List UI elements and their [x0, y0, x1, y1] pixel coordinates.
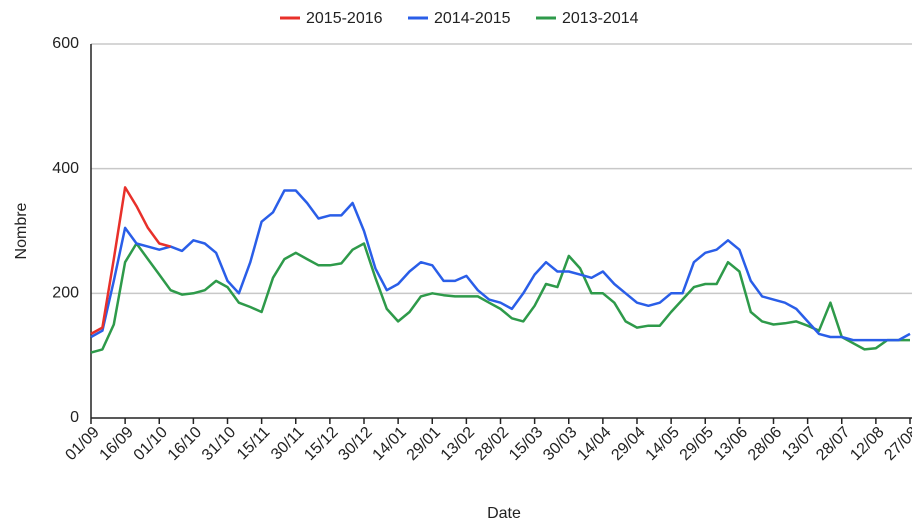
x-tick-label: 15/03: [506, 424, 546, 464]
x-tick-label: 13/06: [711, 424, 751, 464]
x-tick-label: 01/10: [131, 424, 171, 464]
x-tick-label: 15/11: [234, 424, 274, 464]
legend-label: 2013-2014: [562, 10, 639, 27]
x-tick-label: 27/08: [881, 424, 912, 464]
series-line: [90, 186, 171, 335]
series-line: [90, 189, 911, 342]
y-tick-label: 400: [52, 160, 79, 177]
series-line: [90, 242, 910, 354]
x-tick-label: 16/09: [97, 424, 137, 464]
x-tick-label: 12/08: [847, 424, 887, 464]
x-tick-label: 14/01: [370, 424, 410, 464]
x-tick-label: 14/05: [643, 424, 683, 464]
x-tick-label: 13/02: [438, 424, 478, 464]
x-tick-label: 31/10: [199, 424, 239, 464]
x-tick-label: 29/04: [608, 424, 648, 464]
y-tick-label: 200: [52, 285, 79, 302]
x-tick-label: 01/09: [62, 424, 102, 464]
y-tick-label: 0: [70, 409, 79, 426]
x-tick-label: 28/06: [745, 424, 785, 464]
x-tick-label: 30/12: [335, 424, 375, 464]
x-tick-label: 28/07: [813, 424, 853, 464]
legend-label: 2014-2015: [434, 10, 511, 27]
y-tick-label: 600: [52, 35, 79, 52]
y-axis-label: Nombre: [13, 202, 30, 259]
x-tick-label: 16/10: [165, 424, 205, 464]
x-tick-label: 13/07: [779, 424, 819, 464]
x-tick-label: 29/01: [404, 424, 444, 464]
x-tick-label: 30/03: [540, 424, 580, 464]
x-tick-label: 30/11: [268, 424, 308, 464]
x-tick-label: 29/05: [677, 424, 717, 464]
x-axis-label: Date: [487, 505, 521, 522]
x-tick-label: 28/02: [472, 424, 512, 464]
legend-label: 2015-2016: [306, 10, 383, 27]
x-tick-label: 15/12: [301, 424, 341, 464]
x-tick-label: 14/04: [574, 424, 614, 464]
